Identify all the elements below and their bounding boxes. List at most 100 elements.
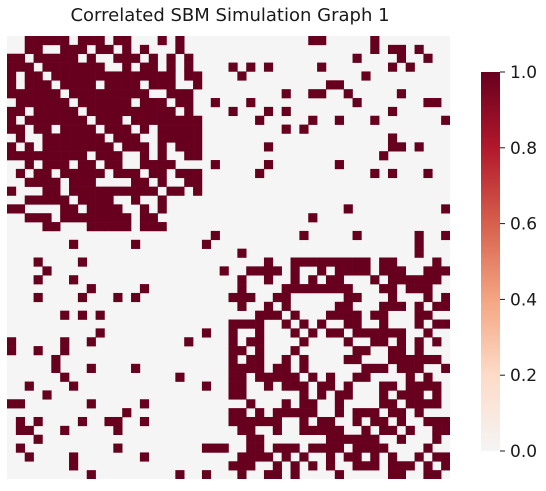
heatmap-cell (104, 106, 114, 117)
heatmap-cell (325, 372, 336, 382)
heatmap-cell (414, 230, 424, 241)
heatmap-cell (51, 160, 61, 170)
heatmap-cell (237, 381, 247, 391)
heatmap-cell (33, 53, 43, 63)
heatmap-cell (228, 346, 238, 356)
heatmap-cell (131, 115, 141, 125)
heatmap-cell (184, 168, 194, 179)
heatmap-cell (308, 89, 318, 99)
heatmap-cell (60, 160, 70, 170)
heatmap-cell (246, 443, 256, 453)
heatmap-cell (104, 71, 114, 81)
heatmap-cell (210, 98, 220, 108)
heatmap-cell (255, 310, 265, 320)
heatmap-cell (113, 151, 123, 161)
heatmap-cell (361, 328, 371, 338)
heatmap-cell (441, 292, 450, 303)
heatmap-cell (308, 275, 318, 285)
heatmap-cell (290, 381, 300, 391)
heatmap-cell (193, 124, 203, 134)
heatmap-cell (379, 363, 389, 373)
heatmap-cell (228, 354, 238, 365)
heatmap-cell (343, 452, 353, 462)
heatmap-cell (24, 98, 34, 108)
heatmap-cell (441, 452, 450, 462)
heatmap-cell (423, 399, 433, 409)
heatmap-cell (263, 416, 274, 427)
heatmap-cell (387, 425, 398, 435)
heatmap-cell (69, 115, 79, 125)
heatmap-cell (387, 44, 398, 55)
heatmap-cell (86, 160, 96, 170)
heatmap-cell (281, 372, 291, 382)
heatmap-cell (104, 151, 114, 161)
heatmap-cell (24, 160, 34, 170)
heatmap-cell (387, 106, 398, 117)
heatmap-cell (157, 222, 167, 232)
heatmap-cell (352, 461, 362, 471)
heatmap-cell (95, 89, 105, 99)
heatmap-cell (325, 434, 336, 444)
heatmap-cell (104, 160, 114, 170)
heatmap-cell (201, 443, 212, 453)
heatmap-cell (228, 416, 238, 427)
heatmap-cell (33, 416, 43, 427)
heatmap-cell (441, 319, 450, 329)
heatmap-cell (317, 89, 327, 99)
heatmap-cell (405, 399, 415, 409)
heatmap-cell (104, 89, 114, 99)
heatmap-cell (60, 204, 70, 214)
heatmap-cell (131, 177, 141, 187)
heatmap-cell (370, 363, 380, 373)
heatmap-cell (281, 284, 291, 294)
heatmap-cell (237, 390, 247, 400)
heatmap-cell (60, 142, 70, 152)
heatmap-cell (343, 266, 353, 276)
heatmap-cell (95, 222, 105, 232)
heatmap-cell (77, 80, 88, 90)
heatmap-cell (157, 204, 167, 214)
heatmap-cell (219, 443, 229, 453)
heatmap-cell (42, 53, 52, 63)
heatmap-cell (299, 381, 309, 391)
heatmap-cell (77, 44, 88, 55)
heatmap-cell (139, 106, 150, 117)
heatmap-cell (184, 115, 194, 125)
heatmap-cell (352, 443, 362, 453)
heatmap-cell (166, 115, 176, 125)
heatmap-cell (42, 106, 52, 117)
heatmap-cell (299, 425, 309, 435)
heatmap-cell (299, 257, 309, 267)
heatmap-cell (379, 310, 389, 320)
heatmap-cell (184, 337, 194, 347)
heatmap-cell (33, 44, 43, 55)
heatmap-cell (51, 142, 61, 152)
heatmap-cell (104, 195, 114, 205)
heatmap-cell (281, 89, 291, 99)
heatmap-cell (210, 230, 220, 241)
heatmap-cell (157, 160, 167, 170)
heatmap-cell (7, 80, 17, 90)
heatmap-cell (281, 124, 291, 134)
heatmap-cell (24, 115, 34, 125)
heatmap-cell (193, 168, 203, 179)
heatmap-cell (255, 354, 265, 365)
heatmap-cell (432, 399, 442, 409)
heatmap-cell (157, 151, 167, 161)
heatmap-cell (86, 284, 96, 294)
heatmap-cell (396, 301, 406, 311)
heatmap-cell (139, 452, 150, 462)
heatmap-cell (42, 177, 52, 187)
heatmap-cell (24, 80, 34, 90)
heatmap-cell (361, 372, 371, 382)
heatmap-cell (175, 470, 185, 479)
heatmap-cell (60, 106, 70, 117)
heatmap-cell (42, 151, 52, 161)
heatmap-cell (387, 133, 398, 143)
heatmap-cell (228, 62, 238, 72)
heatmap-cell (396, 390, 406, 400)
heatmap-cell (325, 443, 336, 453)
heatmap-cell (15, 124, 26, 134)
heatmap-cell (95, 195, 105, 205)
heatmap-cell (423, 53, 433, 63)
